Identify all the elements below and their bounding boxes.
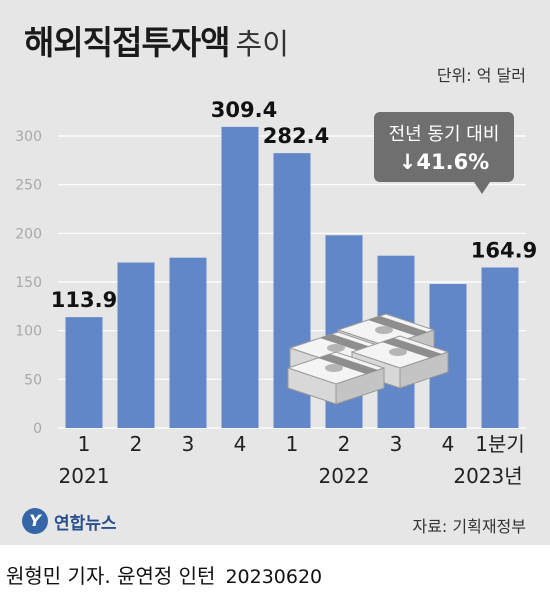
callout-tail	[474, 182, 490, 194]
bundle-seal	[389, 348, 407, 356]
unit-label: 단위: 억 달러	[436, 66, 526, 85]
y-tick-label: 50	[24, 372, 42, 388]
y-tick-label: 0	[33, 421, 42, 437]
year-group-label: 2022	[319, 464, 370, 488]
cash-bundle	[286, 351, 386, 405]
bundle-seal	[327, 344, 345, 352]
callout-label: 전년 동기 대비	[388, 124, 500, 145]
y-tick-label: 300	[15, 129, 42, 145]
y-tick-label: 150	[15, 275, 42, 291]
bar	[117, 262, 155, 428]
bar	[65, 317, 103, 428]
credit-line: 원형민 기자. 윤연정 인턴 20230620	[6, 560, 322, 589]
money-stack-icon	[286, 313, 450, 405]
x-tick-label: 3	[390, 432, 403, 456]
x-tick-label: 2	[338, 432, 351, 456]
x-tick-label: 1	[78, 432, 91, 456]
year-group-label: 2023년	[453, 464, 522, 488]
bundle-seal	[325, 364, 343, 372]
x-tick-label: 4	[442, 432, 455, 456]
chart-title: 해외직접투자액 추이	[24, 16, 289, 64]
bar-chart: 0 50 100 150 200 250 300 113.9 1 2 3 309.4 4 282.4 1 2 3…	[15, 98, 537, 488]
data-label: 113.9	[51, 288, 117, 312]
x-tick-label: 3	[182, 432, 195, 456]
source-label: 자료: 기획재정부	[412, 517, 526, 536]
year-group-label: 2021	[59, 464, 110, 488]
data-label: 282.4	[263, 124, 329, 148]
bundle-seal	[375, 326, 393, 334]
y-tick-label: 200	[15, 226, 42, 242]
callout-value: ↓41.6%	[398, 150, 490, 174]
y-tick-label: 250	[15, 178, 42, 194]
bundle-band	[318, 354, 378, 374]
data-label: 164.9	[471, 238, 537, 262]
data-label: 309.4	[211, 98, 277, 122]
y-tick-label: 100	[15, 324, 42, 340]
bar	[481, 267, 519, 428]
yoy-callout: 전년 동기 대비 ↓41.6%	[374, 112, 514, 194]
bundle-band	[382, 338, 442, 358]
logo-mark-icon: Y	[22, 508, 48, 534]
x-tick-label: 2	[130, 432, 143, 456]
bar	[221, 126, 259, 428]
bar	[169, 257, 207, 428]
title-sub: 추이	[235, 27, 289, 61]
title-main: 해외직접투자액	[24, 23, 231, 62]
yonhap-logo: Y 연합뉴스	[22, 508, 117, 534]
x-tick-label: 4	[234, 432, 247, 456]
bundle-right	[335, 367, 385, 405]
x-tick-label: 1	[286, 432, 299, 456]
bundle-right	[399, 351, 449, 389]
byline: 원형민 기자. 윤연정 인턴	[6, 564, 216, 588]
bundle-band	[368, 316, 428, 336]
credit-date: 20230620	[225, 566, 323, 588]
logo-text: 연합뉴스	[54, 513, 117, 534]
x-tick-label: 1분기	[475, 432, 525, 456]
